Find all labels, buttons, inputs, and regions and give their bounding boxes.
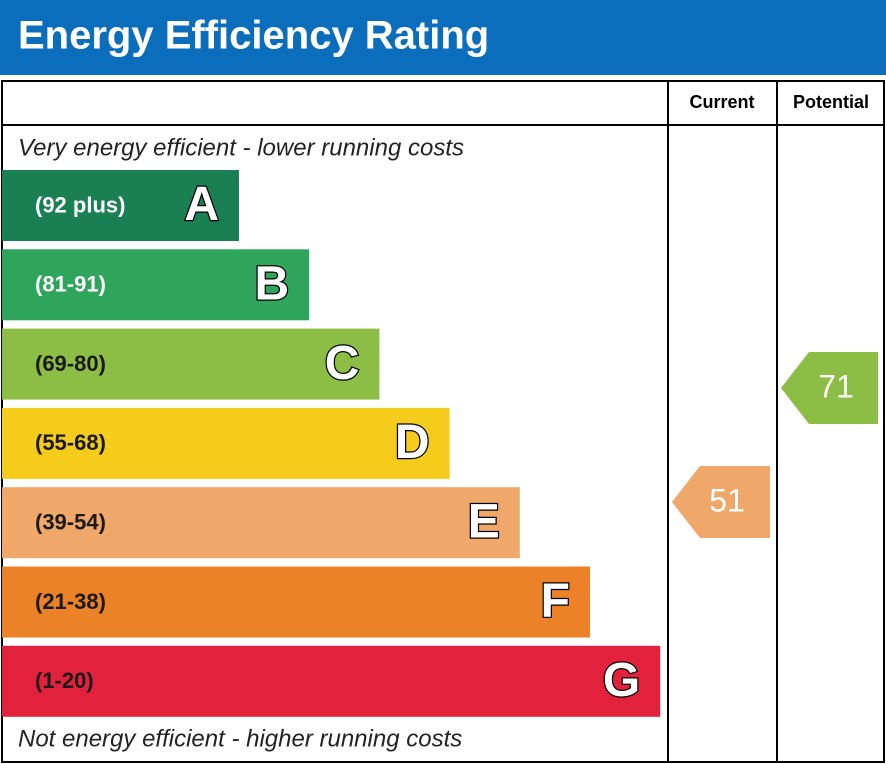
bottom-note: Not energy efficient - higher running co… [18, 725, 462, 752]
band-bar [2, 645, 661, 717]
band-range: (39-54) [35, 510, 106, 535]
potential-arrow [781, 352, 878, 424]
band-range: (92 plus) [35, 192, 125, 217]
band-bar [2, 328, 380, 400]
title: Energy Efficiency Rating [18, 14, 489, 58]
band-range: (55-68) [35, 430, 106, 455]
potential-value: 71 [818, 368, 854, 404]
column-header: Current [689, 92, 754, 112]
top-note: Very energy efficient - lower running co… [18, 134, 464, 161]
band-range: (69-80) [35, 351, 106, 376]
band-letter: C [325, 337, 360, 390]
band-letter: A [184, 178, 219, 231]
band-bar [2, 566, 590, 638]
current-value: 51 [709, 482, 745, 518]
band-bar [2, 249, 310, 321]
band-letter: F [541, 575, 570, 628]
band-range: (21-38) [35, 589, 106, 614]
column-header: Potential [793, 92, 869, 112]
band-letter: E [468, 495, 500, 548]
band-letter: D [395, 416, 430, 469]
band-range: (81-91) [35, 272, 106, 297]
band-bar [2, 170, 239, 241]
current-arrow [672, 466, 770, 538]
band-bar [2, 407, 450, 479]
band-range: (1-20) [35, 668, 94, 693]
band-letter: G [603, 654, 640, 707]
band-bar [2, 487, 520, 559]
band-letter: B [255, 257, 290, 310]
header-bar [0, 0, 886, 75]
